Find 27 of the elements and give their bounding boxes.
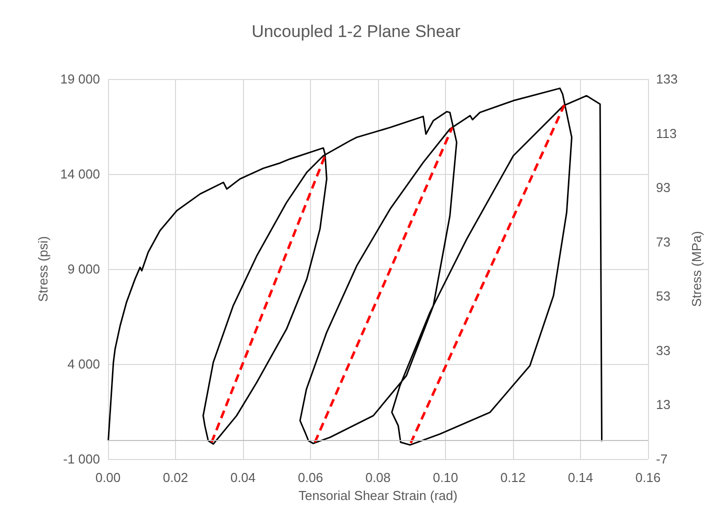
- y2-tick-label: -7: [656, 452, 668, 466]
- y2-tick-label: 73: [656, 234, 670, 250]
- chart-title: Uncoupled 1-2 Plane Shear: [252, 22, 461, 41]
- x-tick-label: 0.00: [95, 470, 121, 485]
- y-tick-label: 19 000: [60, 72, 100, 86]
- line-series: [108, 88, 603, 446]
- x-tick-label: 0.12: [500, 470, 526, 485]
- x-tick-label: 0.04: [230, 470, 256, 485]
- x-tick-label: 0.14: [568, 470, 594, 485]
- y2-tick-label: 13: [656, 397, 670, 412]
- y2-tick-label: 33: [656, 342, 670, 358]
- y-tick-label: 9 000: [67, 262, 100, 276]
- x-tick-label: 0.10: [432, 470, 458, 485]
- x-axis-title: Tensorial Shear Strain (rad): [298, 488, 458, 503]
- y2-tick-label: 113: [656, 126, 677, 141]
- y-tick-label: 14 000: [60, 166, 100, 182]
- y2-tick-label: 93: [656, 180, 670, 196]
- x-tick-label: 0.06: [298, 470, 324, 485]
- y2-axis-title: Stress (MPa): [689, 231, 704, 307]
- y-tick-label: 4 000: [67, 356, 100, 372]
- y-tick-label: -1 000: [63, 452, 100, 466]
- y2-tick-label: 133: [656, 72, 678, 86]
- y-axis-title: Stress (psi): [35, 236, 50, 302]
- x-tick-label: 0.08: [365, 470, 391, 485]
- x-tick-label: 0.02: [162, 470, 188, 485]
- x-tick-label: 0.16: [635, 470, 661, 485]
- y2-tick-label: 53: [656, 288, 670, 304]
